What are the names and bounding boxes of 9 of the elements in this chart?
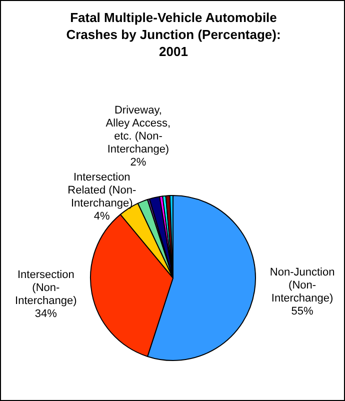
slice-label: Non-Junction (Non-Interchange)	[270, 266, 335, 304]
slice-label: Intersection Related (Non-Interchange)	[68, 172, 136, 210]
slice-label: Driveway, Alley Access, etc. (Non-Interchange)	[106, 104, 171, 156]
data-label: 55%	[291, 305, 314, 318]
chart-title: Fatal Multiple-Vehicle Automobile Crashes by Junction (Percentage): 2001	[65, 9, 282, 60]
data-label: 34%	[34, 308, 58, 320]
slice-label: Intersection (Non-Interchange)	[15, 269, 77, 308]
data-label: 2%	[130, 156, 146, 169]
data-label: 4%	[94, 210, 110, 223]
